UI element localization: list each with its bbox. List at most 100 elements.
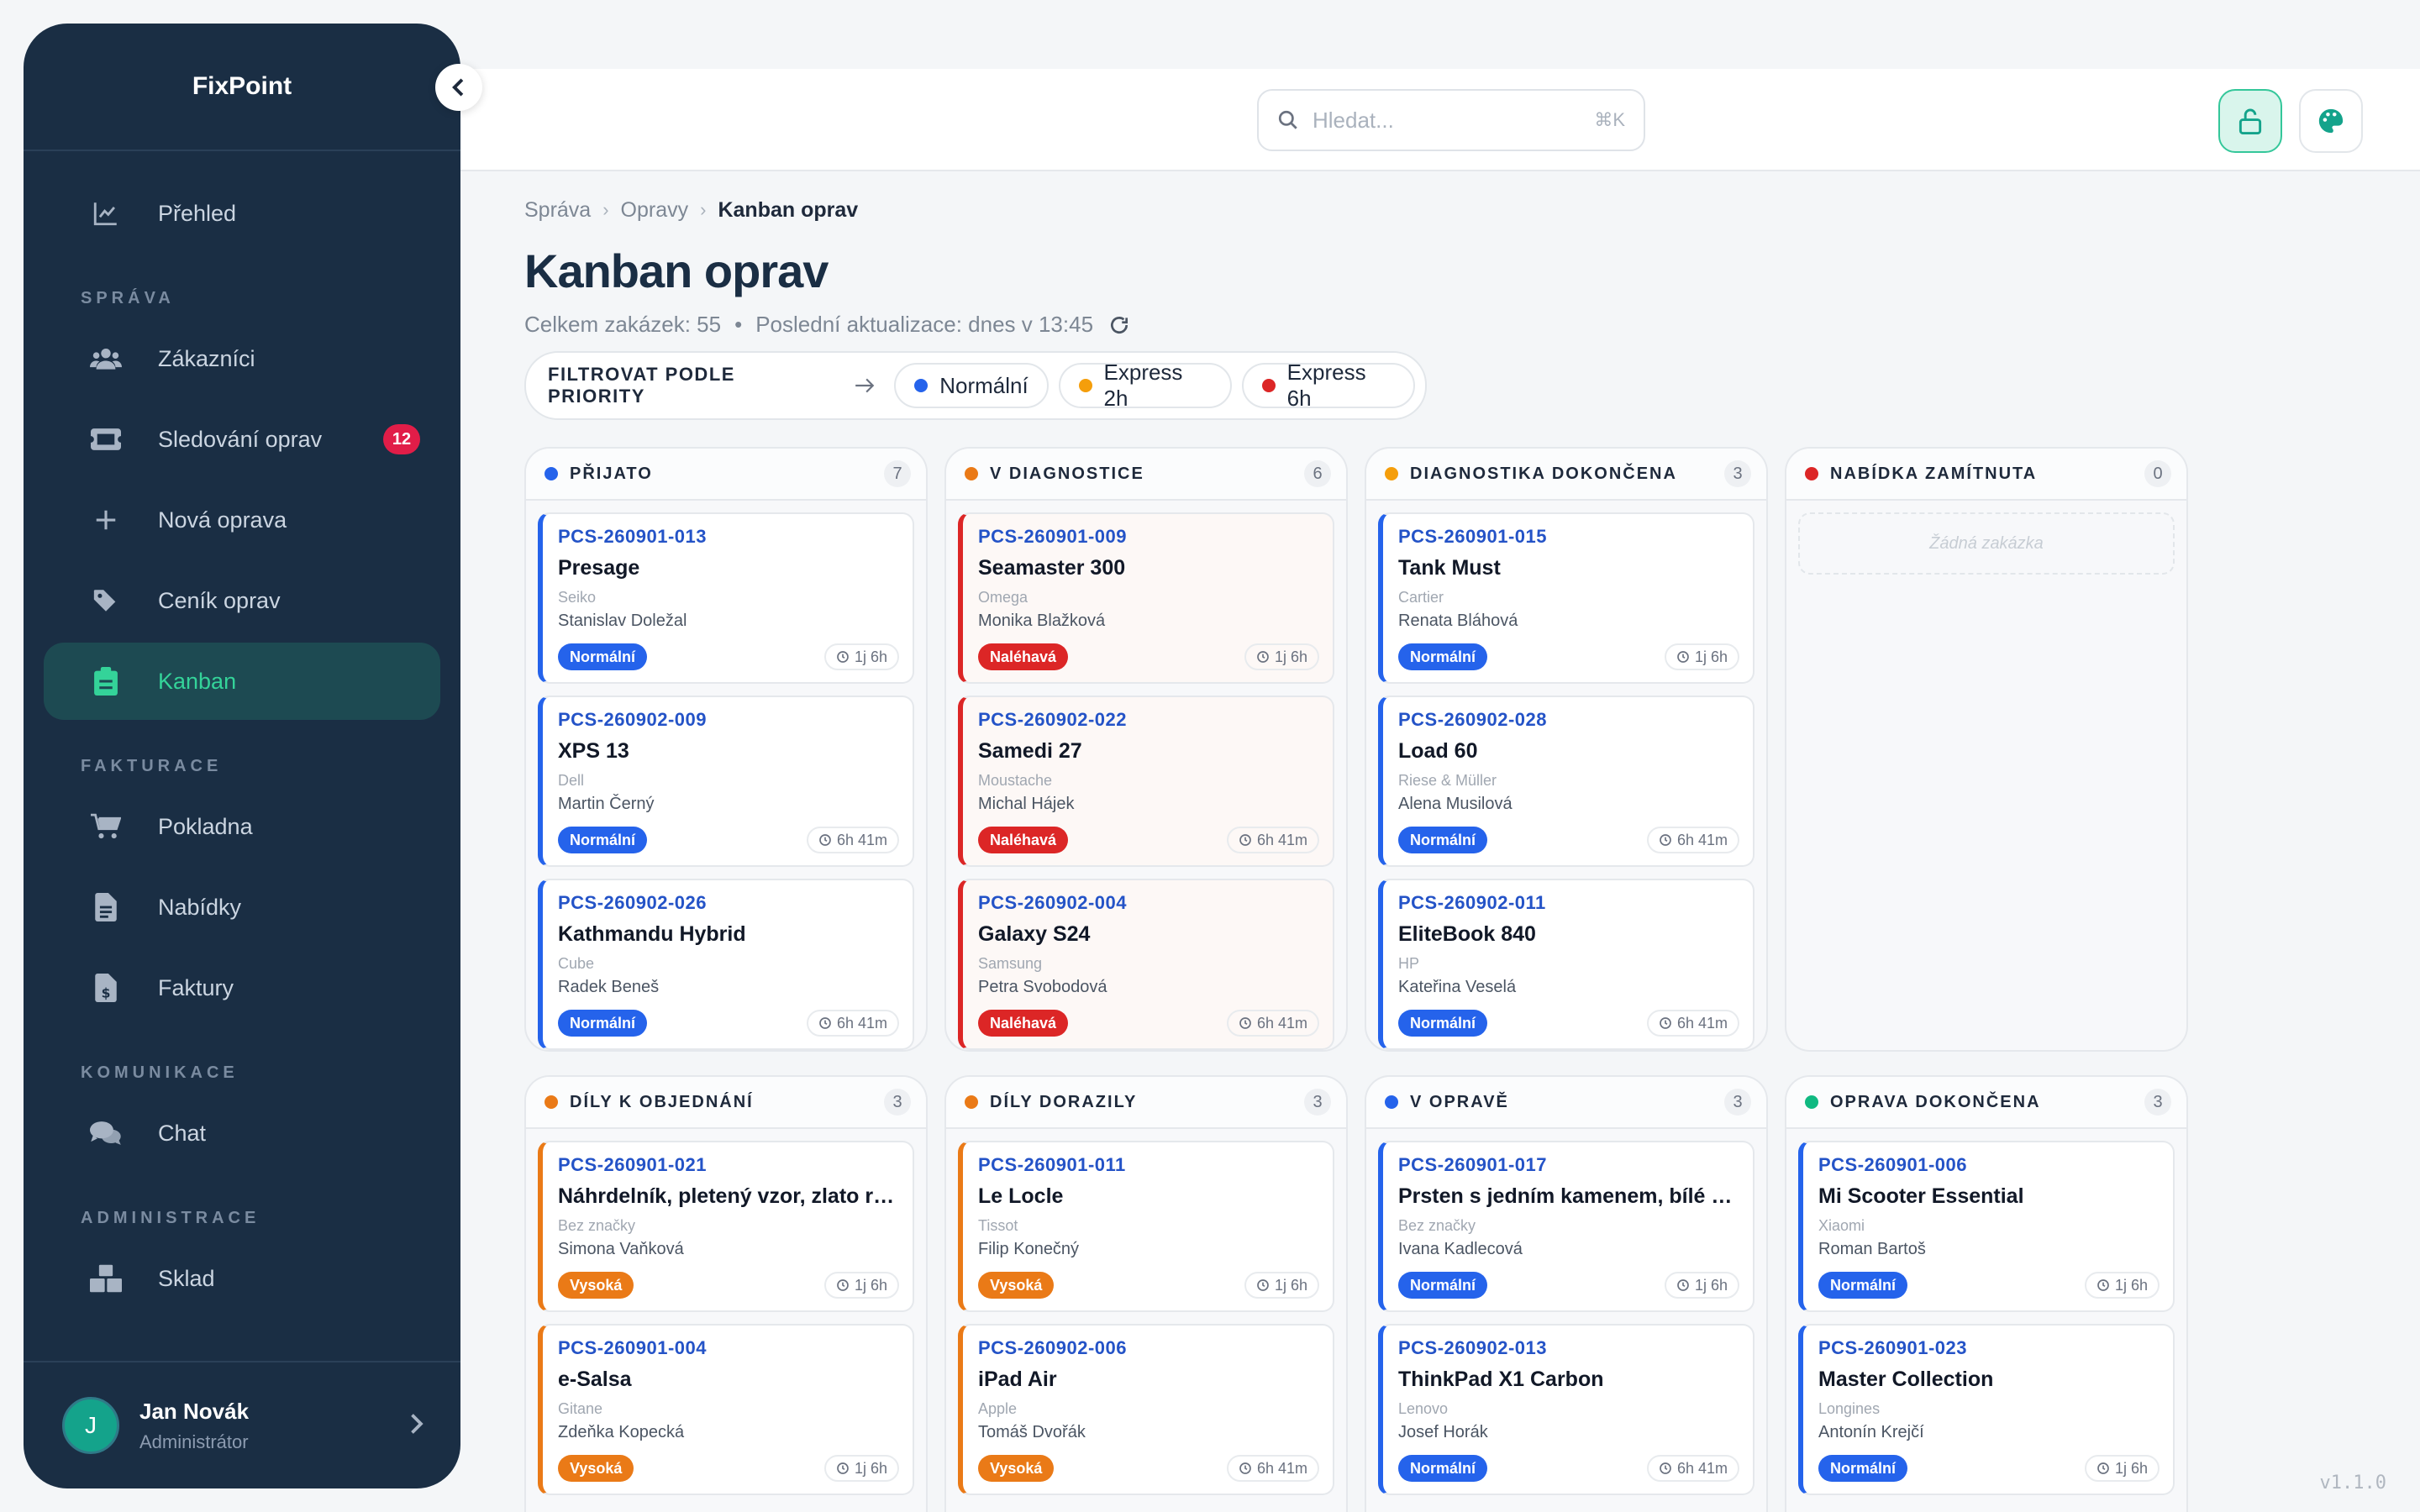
repair-card[interactable]: PCS-260902-009 XPS 13 Dell Martin Černý Norm… — [538, 696, 914, 867]
separator-dot: • — [734, 312, 743, 337]
users-icon — [89, 342, 123, 375]
breadcrumb-current: Kanban oprav — [718, 197, 859, 222]
customer-name: Petra Svobodová — [978, 978, 1107, 996]
repair-card[interactable]: PCS-260902-022 Samedi 27 Moustache Michal H… — [958, 696, 1334, 867]
sidebar-item-nabidky[interactable]: Nabídky — [44, 869, 440, 946]
plus-icon — [89, 503, 123, 537]
device-name: ThinkPad X1 Carbon — [1398, 1368, 1604, 1391]
repair-card[interactable]: PCS-260901-015 Tank Must Cartier Renata Blá… — [1378, 512, 1754, 684]
repair-card[interactable]: PCS-260902-004 Galaxy S24 Samsung Petra Svo… — [958, 879, 1334, 1050]
filter-chip-normalni[interactable]: Normální — [894, 363, 1049, 408]
device-name: EliteBook 840 — [1398, 922, 1536, 946]
order-code[interactable]: PCS-260901-011 — [978, 1154, 1126, 1175]
order-code[interactable]: PCS-260902-026 — [558, 892, 708, 913]
repair-card[interactable]: PCS-260902-011 EliteBook 840 HP Kateřina Ve… — [1378, 879, 1754, 1050]
sidebar-item-nova-oprava[interactable]: Nová oprava — [44, 481, 440, 559]
order-code[interactable]: PCS-260901-009 — [978, 526, 1128, 547]
order-code[interactable]: PCS-260901-013 — [558, 526, 708, 547]
repair-card[interactable]: PCS-260901-017 Prsten s jedním kamenem, b… — [1378, 1141, 1754, 1312]
order-code[interactable]: PCS-260902-028 — [1398, 709, 1548, 730]
sidebar-item-zakaznici[interactable]: Zákazníci — [44, 320, 440, 397]
search-input[interactable]: Hledat... ⌘K — [1257, 89, 1645, 151]
repair-card[interactable]: PCS-260901-011 Le Locle Tissot Filip Konečn… — [958, 1141, 1334, 1312]
repair-card[interactable]: PCS-260902-026 Kathmandu Hybrid Cube Radek … — [538, 879, 914, 1050]
column-title: DÍLY K OBJEDNÁNÍ — [570, 1092, 754, 1111]
device-name: Load 60 — [1398, 739, 1478, 763]
sidebar-item-prehled[interactable]: Přehled — [44, 175, 440, 252]
filter-chip-express-6h[interactable]: Express 6h — [1241, 360, 1416, 411]
page-meta: Celkem zakázek: 55 • Poslední aktualizac… — [524, 312, 1130, 338]
sidebar-collapse-button[interactable] — [435, 64, 482, 111]
filter-chip-express-2h[interactable]: Express 2h — [1058, 360, 1232, 411]
card-footer: Normální 6h 41m — [558, 827, 899, 853]
device-brand: Dell — [558, 772, 585, 789]
sidebar-item-pokladna[interactable]: Pokladna — [44, 788, 440, 865]
sidebar-item-kanban[interactable]: Kanban — [44, 643, 440, 720]
sidebar-item-cenik-oprav[interactable]: Ceník oprav — [44, 562, 440, 639]
column-title: PŘIJATO — [570, 464, 653, 483]
customer-name: Radek Beneš — [558, 978, 660, 996]
order-code[interactable]: PCS-260902-006 — [978, 1337, 1128, 1358]
elapsed-time-value: 6h 41m — [1256, 1014, 1307, 1032]
sidebar-item-label: Faktury — [158, 974, 234, 1000]
total-orders: Celkem zakázek: 55 — [524, 312, 722, 337]
order-code[interactable]: PCS-260901-023 — [1818, 1337, 1968, 1358]
kanban-column: V DIAGNOSTICE 6 PCS-260901-009 Seamaster 30… — [944, 447, 1348, 1052]
clock-icon — [2096, 1462, 2115, 1475]
sidebar-item-faktury[interactable]: $ Faktury — [44, 949, 440, 1026]
repair-card[interactable]: PCS-260902-013 ThinkPad X1 Carbon Lenovo Jo… — [1378, 1324, 1754, 1495]
order-code[interactable]: PCS-260901-021 — [558, 1154, 708, 1175]
sidebar-item-label: Zákazníci — [158, 345, 255, 371]
order-code[interactable]: PCS-260901-004 — [558, 1337, 708, 1358]
palette-icon — [2317, 107, 2345, 135]
priority-badge: Normální — [558, 827, 648, 853]
notification-badge: 12 — [383, 424, 420, 454]
sidebar-item-sledovani-oprav[interactable]: Sledování oprav 12 — [44, 401, 440, 478]
lock-button[interactable] — [2218, 89, 2282, 153]
order-code[interactable]: PCS-260902-009 — [558, 709, 708, 730]
repair-card[interactable]: PCS-260901-006 Mi Scooter Essential Xiaomi… — [1798, 1141, 2175, 1312]
column-count: 6 — [1304, 460, 1331, 487]
breadcrumb-item[interactable]: Správa — [524, 197, 592, 222]
repair-card[interactable]: PCS-260901-023 Master Collection Longines A… — [1798, 1324, 2175, 1495]
card-footer: Vysoká 1j 6h — [558, 1272, 899, 1299]
device-name: Kathmandu Hybrid — [558, 922, 746, 946]
order-code[interactable]: PCS-260902-004 — [978, 892, 1128, 913]
card-footer: Normální 6h 41m — [1398, 1010, 1739, 1037]
sidebar-item-sklad[interactable]: Sklad — [44, 1240, 440, 1317]
repair-card[interactable]: PCS-260901-009 Seamaster 300 Omega Monika B… — [958, 512, 1334, 684]
repair-card[interactable]: PCS-260902-006 iPad Air Apple Tomáš Dvořák V… — [958, 1324, 1334, 1495]
clipboard-icon — [89, 664, 123, 698]
elapsed-time: 1j 6h — [2084, 1455, 2160, 1482]
refresh-icon[interactable] — [1108, 314, 1130, 336]
order-code[interactable]: PCS-260902-013 — [1398, 1337, 1548, 1358]
search-shortcut: ⌘K — [1594, 109, 1625, 130]
column-count: 3 — [884, 1089, 911, 1116]
elapsed-time: 1j 6h — [1664, 1272, 1739, 1299]
repair-card[interactable]: PCS-260902-028 Load 60 Riese & Müller Alena… — [1378, 696, 1754, 867]
device-name: Prsten s jedním kamenem, bílé zl... — [1398, 1184, 1739, 1208]
breadcrumb-item[interactable]: Opravy — [620, 197, 689, 222]
theme-button[interactable] — [2299, 89, 2363, 153]
order-code[interactable]: PCS-260902-022 — [978, 709, 1128, 730]
app-logo[interactable]: FixPoint — [24, 24, 460, 151]
user-profile[interactable]: J Jan Novák Administrátor — [24, 1361, 460, 1488]
device-brand: Cube — [558, 955, 595, 972]
chip-label: Express 6h — [1286, 360, 1366, 411]
order-code[interactable]: PCS-260901-006 — [1818, 1154, 1968, 1175]
card-footer: Naléhavá 6h 41m — [978, 1010, 1319, 1037]
device-brand: Moustache — [978, 772, 1053, 789]
section-label-komunikace: KOMUNIKACE — [81, 1063, 239, 1082]
order-code[interactable]: PCS-260901-017 — [1398, 1154, 1548, 1175]
elapsed-time-value: 1j 6h — [1694, 1276, 1728, 1294]
customer-name: Tomáš Dvořák — [978, 1423, 1086, 1441]
repair-card[interactable]: PCS-260901-004 e-Salsa Gitane Zdeňka Kopeck… — [538, 1324, 914, 1495]
repair-card[interactable]: PCS-260901-013 Presage Seiko Stanislav Dole… — [538, 512, 914, 684]
repair-card[interactable]: PCS-260901-021 Náhrdelník, pletený vzor, … — [538, 1141, 914, 1312]
sidebar-item-chat[interactable]: Chat — [44, 1095, 440, 1172]
order-code[interactable]: PCS-260902-011 — [1398, 892, 1546, 913]
order-code[interactable]: PCS-260901-015 — [1398, 526, 1548, 547]
customer-name: Monika Blažková — [978, 612, 1106, 630]
column-title: DÍLY DORAZILY — [990, 1092, 1138, 1111]
sidebar-item-label: Nová oprava — [158, 507, 287, 533]
